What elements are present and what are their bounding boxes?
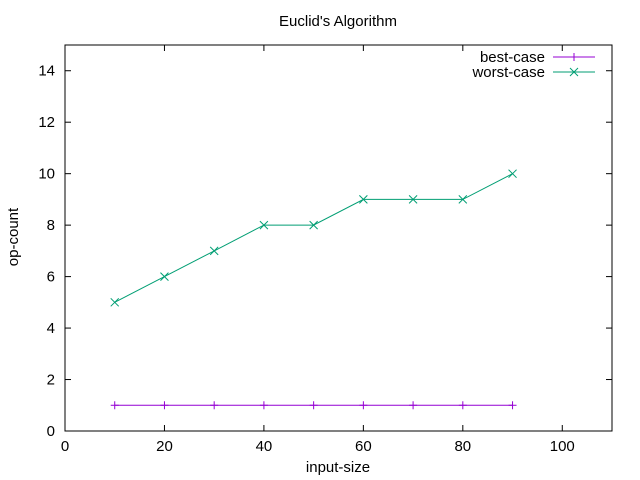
data-point-worst-case-d2 — [209, 246, 219, 256]
data-point-worst-case-d2 — [110, 297, 120, 307]
legend-label-worst-case: worst-case — [471, 64, 545, 81]
data-point-worst-case — [160, 272, 169, 281]
x-tick-label: 60 — [355, 438, 372, 455]
y-tick-label: 14 — [38, 63, 55, 80]
data-point-worst-case — [359, 195, 368, 204]
data-point-worst-case — [110, 297, 120, 307]
axis-ticks: 0 2 4 6 8 10 12 14 0 20 40 60 80 100 — [38, 45, 612, 455]
x-tick-label: 80 — [454, 438, 471, 455]
x-tick-label: 40 — [256, 438, 273, 455]
series-layer — [110, 169, 517, 410]
legend-marker-best-case — [570, 53, 578, 61]
y-axis-label: op-count — [5, 207, 22, 266]
data-point-best-case — [508, 401, 517, 410]
data-point-best-case — [309, 401, 318, 410]
y-tick-label: 6 — [47, 269, 55, 286]
x-tick-label: 100 — [550, 438, 575, 455]
y-tick-label: 0 — [47, 423, 55, 440]
data-point-worst-case — [309, 220, 318, 230]
data-point-worst-case-d2 — [408, 195, 418, 204]
data-point-best-case — [359, 401, 368, 410]
y-tick-label: 12 — [38, 114, 55, 131]
data-point-worst-case — [209, 246, 219, 256]
data-point-worst-case-d2 — [508, 169, 517, 179]
x-tick-label: 20 — [156, 438, 173, 455]
data-point-best-case — [160, 401, 169, 410]
data-point-best-case — [210, 401, 219, 410]
data-point-worst-case — [458, 195, 468, 204]
y-tick-label: 2 — [47, 372, 55, 389]
y-tick-label: 4 — [47, 320, 55, 337]
data-point-worst-case — [508, 169, 517, 179]
data-point-worst-case — [259, 220, 269, 230]
data-point-best-case — [110, 401, 119, 410]
y-tick-label: 10 — [38, 166, 55, 183]
legend-label-best-case: best-case — [480, 49, 545, 66]
data-point-worst-case-d2 — [309, 220, 318, 230]
y-tick-label: 8 — [47, 217, 55, 234]
data-point-worst-case — [408, 195, 418, 204]
data-point-best-case — [409, 401, 418, 410]
x-axis-label: input-size — [306, 459, 370, 476]
plot-frame — [64, 44, 613, 432]
data-point-worst-case-d2 — [458, 195, 468, 204]
data-point-best-case — [259, 401, 268, 410]
data-point-worst-case-d2 — [160, 272, 169, 281]
data-point-worst-case-d2 — [259, 220, 269, 230]
data-point-best-case — [458, 401, 467, 410]
legend-marker-worst-case-d2 — [569, 67, 579, 77]
legend-marker-worst-case — [569, 67, 579, 77]
data-point-worst-case-d2 — [359, 195, 368, 204]
chart-title: Euclid's Algorithm — [279, 13, 397, 30]
x-tick-label: 0 — [61, 438, 69, 455]
